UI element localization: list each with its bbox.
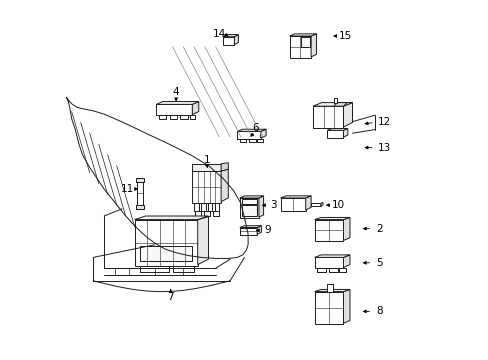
Polygon shape xyxy=(221,163,228,171)
Bar xyxy=(214,203,219,211)
Bar xyxy=(328,268,337,272)
Polygon shape xyxy=(326,130,343,138)
Polygon shape xyxy=(172,266,194,272)
Polygon shape xyxy=(343,289,349,323)
Text: 6: 6 xyxy=(251,123,258,133)
Bar xyxy=(189,115,195,119)
Polygon shape xyxy=(343,103,352,127)
Polygon shape xyxy=(260,129,265,138)
Bar xyxy=(257,139,263,142)
Bar xyxy=(201,203,205,211)
Bar xyxy=(239,139,246,142)
Polygon shape xyxy=(156,102,199,104)
Text: 13: 13 xyxy=(378,143,391,153)
Polygon shape xyxy=(333,98,337,103)
Polygon shape xyxy=(314,292,343,324)
Text: 3: 3 xyxy=(269,200,276,210)
Polygon shape xyxy=(192,164,221,171)
Bar xyxy=(326,284,332,292)
Bar xyxy=(169,115,177,119)
Polygon shape xyxy=(343,255,349,267)
Polygon shape xyxy=(239,226,261,228)
Text: 15: 15 xyxy=(338,31,351,41)
Polygon shape xyxy=(237,131,260,139)
Bar xyxy=(194,203,199,211)
Polygon shape xyxy=(197,217,208,265)
Bar xyxy=(207,203,212,211)
Polygon shape xyxy=(134,216,208,220)
Bar xyxy=(338,268,346,272)
Polygon shape xyxy=(257,226,261,234)
Polygon shape xyxy=(239,196,263,198)
Polygon shape xyxy=(289,34,316,36)
Text: 4: 4 xyxy=(172,87,179,97)
Polygon shape xyxy=(289,36,310,58)
Bar xyxy=(242,199,256,204)
Polygon shape xyxy=(223,35,238,37)
Text: 5: 5 xyxy=(375,258,382,268)
Polygon shape xyxy=(258,196,263,217)
Bar xyxy=(242,205,256,216)
Polygon shape xyxy=(234,35,238,45)
Polygon shape xyxy=(134,220,197,266)
Bar xyxy=(159,115,166,119)
Polygon shape xyxy=(192,171,221,203)
Text: 14: 14 xyxy=(212,29,225,39)
Polygon shape xyxy=(156,104,192,115)
Text: 7: 7 xyxy=(167,292,174,302)
Polygon shape xyxy=(314,289,349,292)
Polygon shape xyxy=(333,103,346,106)
Polygon shape xyxy=(223,37,234,45)
Polygon shape xyxy=(140,266,168,272)
Polygon shape xyxy=(280,198,305,211)
Text: 2: 2 xyxy=(375,224,382,234)
Polygon shape xyxy=(192,102,199,114)
Polygon shape xyxy=(343,217,349,240)
Text: 8: 8 xyxy=(375,306,382,316)
Bar xyxy=(194,211,200,216)
Polygon shape xyxy=(140,246,192,261)
Polygon shape xyxy=(312,103,352,106)
Polygon shape xyxy=(310,34,316,57)
Polygon shape xyxy=(320,202,322,206)
Bar xyxy=(317,268,325,272)
Bar xyxy=(136,182,142,205)
Polygon shape xyxy=(221,169,228,202)
Bar xyxy=(136,205,143,209)
Text: 9: 9 xyxy=(264,225,271,235)
Polygon shape xyxy=(312,106,343,128)
Polygon shape xyxy=(239,228,257,235)
Bar xyxy=(203,211,209,216)
Polygon shape xyxy=(314,257,343,268)
Text: 12: 12 xyxy=(378,117,391,127)
Polygon shape xyxy=(305,196,310,210)
Polygon shape xyxy=(314,220,343,241)
Bar xyxy=(301,37,309,47)
Bar xyxy=(212,211,218,216)
Polygon shape xyxy=(239,198,258,218)
Bar xyxy=(249,139,255,142)
Bar xyxy=(136,178,143,182)
Text: 10: 10 xyxy=(331,200,344,210)
Polygon shape xyxy=(280,196,310,198)
Polygon shape xyxy=(343,129,347,137)
Text: 1: 1 xyxy=(203,155,209,165)
Polygon shape xyxy=(237,129,265,131)
Polygon shape xyxy=(314,255,349,257)
Polygon shape xyxy=(310,203,320,206)
Polygon shape xyxy=(314,217,349,220)
Bar xyxy=(180,115,187,119)
Text: 11: 11 xyxy=(121,184,134,194)
Polygon shape xyxy=(326,129,347,130)
